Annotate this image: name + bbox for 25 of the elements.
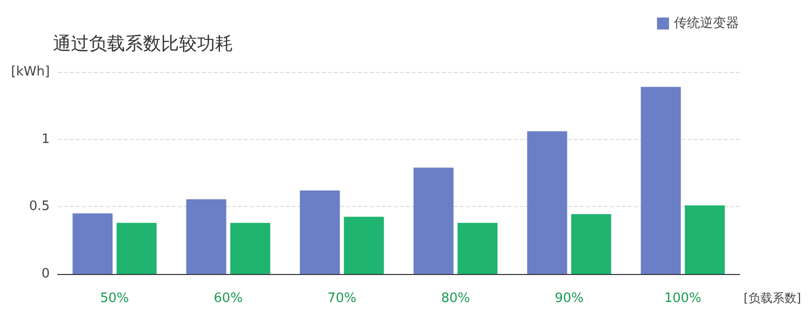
bar [458, 222, 498, 274]
bar [116, 222, 157, 274]
x-tick-label: 50% [100, 291, 130, 306]
bar [230, 222, 270, 274]
x-tick-label: 70% [327, 291, 356, 306]
x-tick-label: 90% [554, 291, 584, 306]
y-tick-label: 1 [41, 132, 50, 147]
bar [571, 214, 612, 274]
bar [527, 131, 568, 274]
x-axis-title: [负载系数] [744, 291, 802, 305]
bar [300, 190, 340, 274]
bar [344, 216, 384, 274]
y-tick-label: [kWh] [11, 64, 50, 80]
y-tick-label: 0 [41, 266, 50, 282]
bar [640, 86, 681, 274]
bar [414, 168, 454, 274]
x-tick-label: 100% [664, 291, 702, 306]
x-tick-label: 80% [441, 291, 470, 306]
x-tick-label: 60% [214, 291, 243, 306]
bar [72, 213, 113, 274]
legend-label: 传统逆变器 [674, 16, 739, 31]
chart-title: 通过负载系数比较功耗 [53, 34, 233, 54]
bar [684, 205, 725, 274]
bar [186, 199, 226, 274]
y-tick-label: 0.5 [29, 199, 50, 214]
